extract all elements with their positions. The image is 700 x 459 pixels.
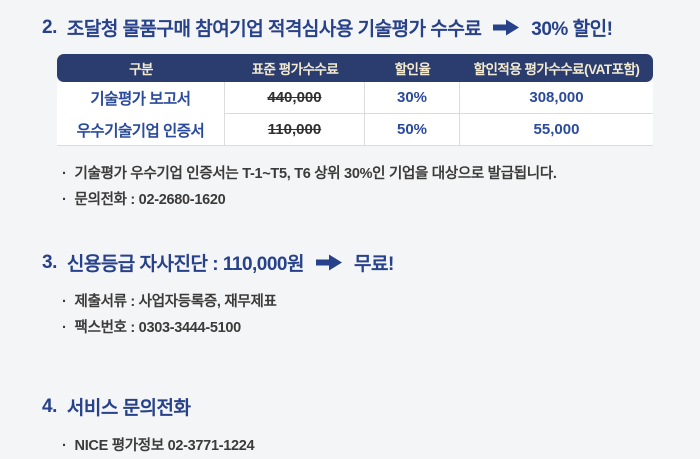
row-label: 우수기술기업 인증서 — [57, 114, 225, 146]
table-row: 기술평가 보고서 440,000 30% 308,000 — [57, 82, 653, 114]
section-contact-heading: 4. 서비스 문의전화 — [42, 393, 676, 420]
section-highlight: 30% 할인! — [531, 19, 613, 40]
section-credit-check: 3. 신용등급 자사진단 : 110,000원 무료! 제출서류 : 사업자등록… — [42, 249, 676, 341]
section-fee-heading: 2. 조달청 물품구매 참여기업 적격심사용 기술평가 수수료 30% 할인! — [42, 14, 676, 41]
standard-fee-cell: 440,000 — [225, 82, 365, 114]
note-item: 팩스번호 : 0303-3444-5100 — [62, 315, 676, 341]
credit-notes: 제출서류 : 사업자등록증, 재무제표 팩스번호 : 0303-3444-510… — [62, 289, 676, 341]
note-item: 제출서류 : 사업자등록증, 재무제표 — [62, 289, 676, 315]
discount-rate-cell: 50% — [365, 114, 460, 146]
note-item: NICE 평가정보 02-3771-1224 — [62, 433, 676, 459]
section-number: 2. — [42, 16, 57, 38]
table-row: 우수기술기업 인증서 110,000 50% 55,000 — [57, 114, 653, 146]
section-title: 신용등급 자사진단 : 110,000원 — [66, 254, 305, 275]
discounted-fee-cell: 55,000 — [460, 114, 653, 146]
note-item: 문의전화 : 02-2680-1620 — [62, 187, 676, 213]
arrow-right-icon — [315, 254, 342, 271]
fee-notes: 기술평가 우수기업 인증서는 T-1~T5, T6 상위 30%인 기업을 대상… — [62, 161, 676, 213]
section-service-contact: 4. 서비스 문의전화 NICE 평가정보 02-3771-1224 — [42, 393, 676, 459]
row-label: 기술평가 보고서 — [57, 82, 225, 114]
fee-table-header-row: 구분 표준 평가수수료 할인율 할인적용 평가수수료(VAT포함) — [57, 54, 653, 82]
fee-table: 구분 표준 평가수수료 할인율 할인적용 평가수수료(VAT포함) 기술평가 보… — [57, 54, 653, 146]
col-header-discount-rate: 할인율 — [365, 54, 460, 82]
section-credit-heading: 3. 신용등급 자사진단 : 110,000원 무료! — [42, 249, 676, 276]
arrow-right-icon — [493, 19, 520, 36]
section-title: 조달청 물품구매 참여기업 적격심사용 기술평가 수수료 — [66, 19, 482, 40]
col-header-standard-fee: 표준 평가수수료 — [225, 54, 365, 82]
note-item: 기술평가 우수기업 인증서는 T-1~T5, T6 상위 30%인 기업을 대상… — [62, 161, 676, 187]
section-highlight: 무료! — [353, 254, 394, 275]
section-fee-discount: 2. 조달청 물품구매 참여기업 적격심사용 기술평가 수수료 30% 할인! … — [42, 14, 676, 213]
section-title: 서비스 문의전화 — [66, 398, 191, 419]
discounted-fee-cell: 308,000 — [460, 82, 653, 114]
col-header-category: 구분 — [57, 54, 225, 82]
discount-rate-cell: 30% — [365, 82, 460, 114]
section-number: 4. — [42, 395, 57, 417]
col-header-discounted-fee: 할인적용 평가수수료(VAT포함) — [460, 54, 653, 82]
contact-notes: NICE 평가정보 02-3771-1224 — [62, 433, 676, 459]
section-number: 3. — [42, 251, 57, 273]
standard-fee-cell: 110,000 — [225, 114, 365, 146]
